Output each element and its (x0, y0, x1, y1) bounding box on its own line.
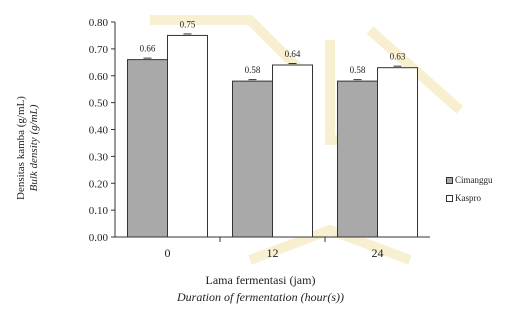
y-tick-label: 0.60 (89, 71, 109, 83)
legend-item-cimanggu: Cimanggu (446, 175, 493, 185)
y-tick-label: 0.00 (89, 232, 109, 244)
data-label: 0.58 (350, 65, 366, 75)
data-label: 0.64 (285, 49, 301, 59)
x-axis-label: Lama fermentasi (jam) (205, 273, 316, 287)
y-axis-label-italic: Bulk density (g/mL) (28, 104, 40, 191)
legend-item-kaspro: Kaspro (446, 193, 481, 203)
y-tick-label: 0.30 (89, 151, 109, 163)
legend-swatch-kaspro (446, 194, 453, 202)
bar-cimanggu-0 (127, 59, 168, 238)
legend-label-kaspro: Kaspro (455, 193, 481, 203)
bar-kaspro-12 (272, 64, 313, 238)
x-tick-label: 24 (372, 246, 384, 260)
data-label: 0.58 (245, 65, 261, 75)
data-label: 0.75 (180, 19, 196, 29)
y-tick-label: 0.70 (89, 44, 109, 56)
y-tick-label: 0.50 (89, 98, 109, 110)
legend-swatch-cimanggu (446, 176, 453, 184)
x-tick-label: 0 (165, 246, 171, 260)
y-tick-label: 0.40 (89, 125, 109, 137)
y-axis-label: Densitas kamba (g/mL) (15, 96, 27, 200)
bar-cimanggu-12 (232, 80, 273, 238)
bar-kaspro-0 (167, 34, 208, 238)
y-tick-label: 0.20 (89, 178, 109, 190)
legend-label-cimanggu: Cimanggu (455, 175, 493, 185)
y-tick-label: 0.80 (89, 17, 109, 29)
data-label: 0.66 (140, 44, 156, 54)
data-label: 0.63 (390, 52, 406, 62)
y-tick-label: 0.10 (89, 205, 109, 217)
x-axis-label-italic: Duration of fermentation (hour(s)) (177, 290, 344, 304)
x-tick-label: 12 (267, 246, 279, 260)
bar-cimanggu-24 (337, 80, 378, 238)
bar-kaspro-24 (377, 67, 418, 238)
